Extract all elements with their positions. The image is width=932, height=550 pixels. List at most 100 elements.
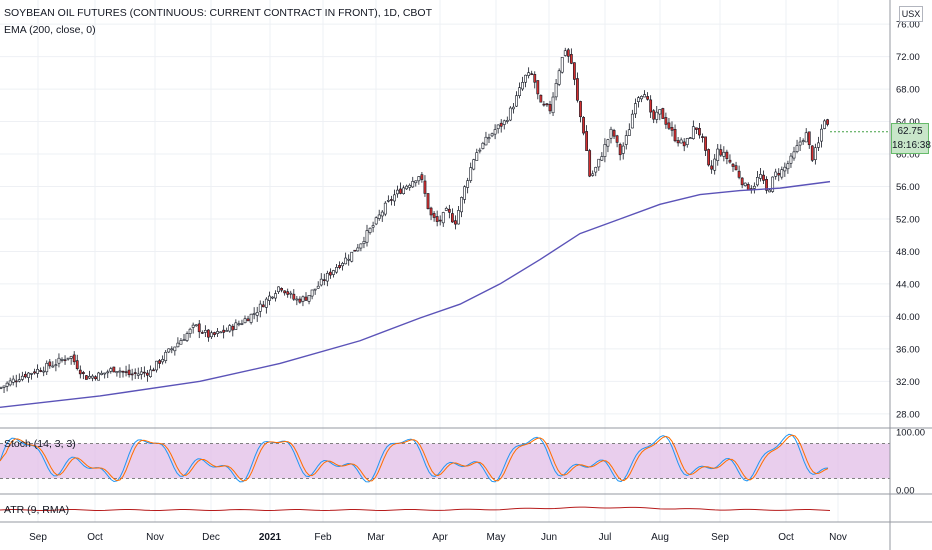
- stoch-tick-label: 100.00: [896, 428, 925, 439]
- candle-body: [582, 117, 585, 134]
- candle-body: [319, 278, 323, 286]
- candle-body: [414, 180, 418, 184]
- candle-body: [353, 249, 357, 252]
- candle-body: [356, 247, 360, 252]
- candle-body: [658, 109, 662, 115]
- candle-body: [820, 128, 823, 142]
- candle-body: [719, 149, 723, 156]
- candle-body: [499, 122, 503, 127]
- candle-body: [167, 348, 171, 353]
- candle-body: [124, 371, 128, 373]
- candle-body: [399, 188, 402, 194]
- candle-body: [371, 225, 375, 228]
- candle-body: [603, 144, 607, 157]
- candle-body: [783, 166, 787, 172]
- candle-body: [295, 298, 299, 301]
- candle-body: [444, 208, 448, 211]
- candle-body: [530, 73, 534, 75]
- candle-body: [515, 95, 518, 107]
- y-tick-label: 64.00: [896, 117, 920, 128]
- candle-body: [341, 263, 345, 267]
- candle-body: [472, 159, 476, 170]
- candle-body: [804, 132, 808, 143]
- candle-body: [688, 137, 692, 139]
- y-tick-label: 32.00: [896, 377, 920, 388]
- candle-body: [57, 357, 61, 364]
- candle-body: [45, 362, 49, 373]
- candle-body: [264, 298, 268, 308]
- candle-body: [633, 103, 637, 115]
- x-tick-label: May: [487, 532, 506, 543]
- candle-body: [66, 357, 70, 360]
- candle-body: [576, 78, 579, 101]
- candle-body: [383, 202, 387, 215]
- candle-body: [191, 324, 195, 328]
- x-tick-label: Mar: [367, 532, 385, 543]
- grid-lines: [0, 0, 890, 522]
- candle-body: [579, 101, 582, 118]
- candle-body: [521, 82, 524, 90]
- candle-body: [36, 368, 40, 374]
- candle-body: [130, 373, 134, 376]
- candle-body: [17, 379, 21, 382]
- candle-body: [280, 288, 284, 291]
- candle-body: [560, 57, 564, 73]
- candle-body: [755, 177, 759, 186]
- chart-title: SOYBEAN OIL FUTURES (CONTINUOUS: CURRENT…: [4, 7, 432, 19]
- candle-body: [673, 129, 677, 142]
- y-tick-label: 40.00: [896, 312, 920, 323]
- candle-body: [740, 177, 744, 186]
- candle-body: [304, 296, 308, 301]
- candle-body: [219, 331, 223, 334]
- candle-body: [97, 372, 101, 381]
- candle-body: [362, 241, 366, 244]
- candle-body: [365, 230, 369, 243]
- candle-body: [274, 293, 277, 299]
- candle-body: [652, 110, 656, 120]
- candle-body: [106, 371, 110, 374]
- candle-body: [188, 328, 192, 334]
- candle-body: [417, 176, 421, 182]
- candle-body: [408, 184, 412, 188]
- candle-body: [152, 369, 155, 372]
- candle-body: [816, 142, 820, 148]
- candle-body: [118, 370, 122, 373]
- candle-body: [670, 127, 674, 131]
- candle-body: [136, 373, 140, 376]
- candle-body: [283, 290, 287, 294]
- candle-body: [813, 147, 817, 160]
- candle-body: [176, 342, 180, 348]
- candle-body: [249, 313, 253, 323]
- stochastic-panel: 100.00 0.00: [0, 428, 925, 497]
- stoch-d-line: [0, 434, 829, 482]
- y-tick-label: 56.00: [896, 182, 920, 193]
- candle-body: [164, 351, 168, 361]
- candle-body: [255, 312, 259, 316]
- candle-body: [682, 141, 686, 147]
- candle-body: [2, 385, 6, 388]
- candle-body: [216, 331, 219, 334]
- x-tick-label: Oct: [87, 532, 103, 543]
- currency-badge[interactable]: USX: [899, 6, 923, 22]
- candle-body: [389, 199, 393, 201]
- candle-body: [676, 140, 680, 144]
- candle-body: [213, 332, 216, 335]
- candle-body: [606, 139, 610, 147]
- candle-body: [225, 330, 229, 332]
- candle-body: [743, 182, 747, 186]
- candle-body: [502, 120, 506, 125]
- x-tick-label: 2021: [259, 532, 282, 543]
- candle-body: [307, 295, 311, 302]
- candle-body: [51, 365, 55, 368]
- candle-body: [609, 128, 613, 139]
- candle-body: [694, 127, 698, 130]
- candle-body: [11, 378, 15, 383]
- candle-body: [240, 323, 244, 325]
- candle-body: [460, 197, 463, 213]
- candle-body: [0, 387, 3, 389]
- candle-body: [161, 359, 165, 363]
- candle-body: [691, 126, 695, 140]
- y-tick-label: 44.00: [896, 279, 920, 290]
- candle-body: [91, 375, 94, 379]
